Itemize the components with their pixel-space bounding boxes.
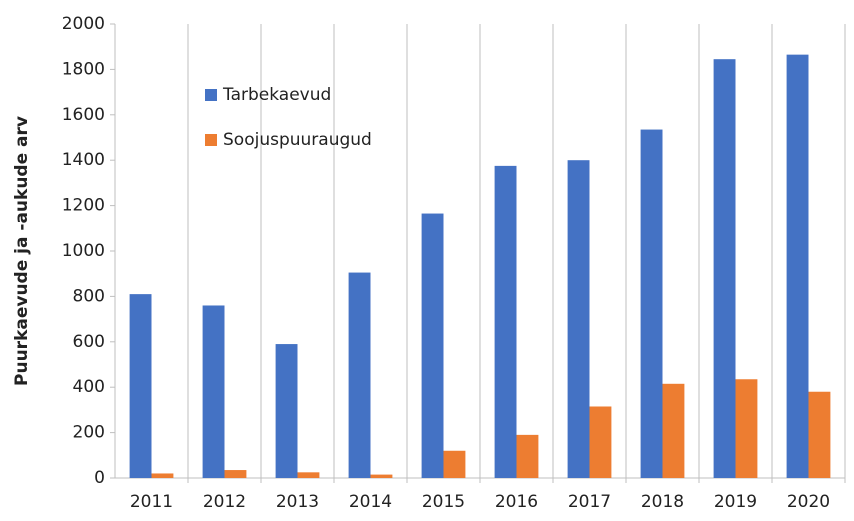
x-tick-label: 2017 <box>568 492 611 512</box>
y-tick-label: 2000 <box>62 14 105 34</box>
y-tick-label: 1200 <box>62 196 105 216</box>
bar <box>129 294 152 478</box>
bar <box>567 160 590 478</box>
bar <box>735 379 758 478</box>
bar <box>275 344 298 478</box>
bar <box>516 434 539 478</box>
bar <box>713 59 736 479</box>
legend-swatch <box>205 89 217 101</box>
legend-label: Soojuspuuraugud <box>223 130 372 150</box>
y-axis-label: Puurkaevude ja -aukude arv <box>12 116 32 386</box>
bar <box>151 473 174 478</box>
y-tick-label: 1400 <box>62 150 105 170</box>
bar <box>297 472 320 478</box>
y-tick-label: 400 <box>73 377 105 397</box>
bar <box>662 383 685 478</box>
bar <box>494 165 517 478</box>
x-tick-label: 2019 <box>714 492 757 512</box>
bar <box>421 213 444 479</box>
x-tick-label: 2013 <box>276 492 319 512</box>
bar <box>202 305 225 478</box>
bar <box>443 450 466 478</box>
bar <box>640 129 663 478</box>
bar <box>786 54 809 479</box>
x-tick-label: 2016 <box>495 492 538 512</box>
x-tick-label: 2014 <box>349 492 392 512</box>
x-tick-label: 2011 <box>130 492 173 512</box>
y-tick-label: 1800 <box>62 59 105 79</box>
bar <box>808 391 831 478</box>
bar <box>224 470 247 478</box>
x-tick-label: 2015 <box>422 492 465 512</box>
bar <box>348 272 371 478</box>
y-tick-label: 600 <box>73 332 105 352</box>
y-tick-label: 1000 <box>62 241 105 261</box>
x-tick-label: 2018 <box>641 492 684 512</box>
legend-label: Tarbekaevud <box>222 85 331 105</box>
x-tick-label: 2020 <box>787 492 830 512</box>
y-tick-label: 0 <box>94 468 105 488</box>
legend-swatch <box>205 134 217 146</box>
y-tick-label: 800 <box>73 286 105 306</box>
bar <box>370 474 393 478</box>
y-tick-label: 200 <box>73 423 105 443</box>
x-tick-label: 2012 <box>203 492 246 512</box>
bar <box>589 406 612 478</box>
y-tick-label: 1600 <box>62 105 105 125</box>
